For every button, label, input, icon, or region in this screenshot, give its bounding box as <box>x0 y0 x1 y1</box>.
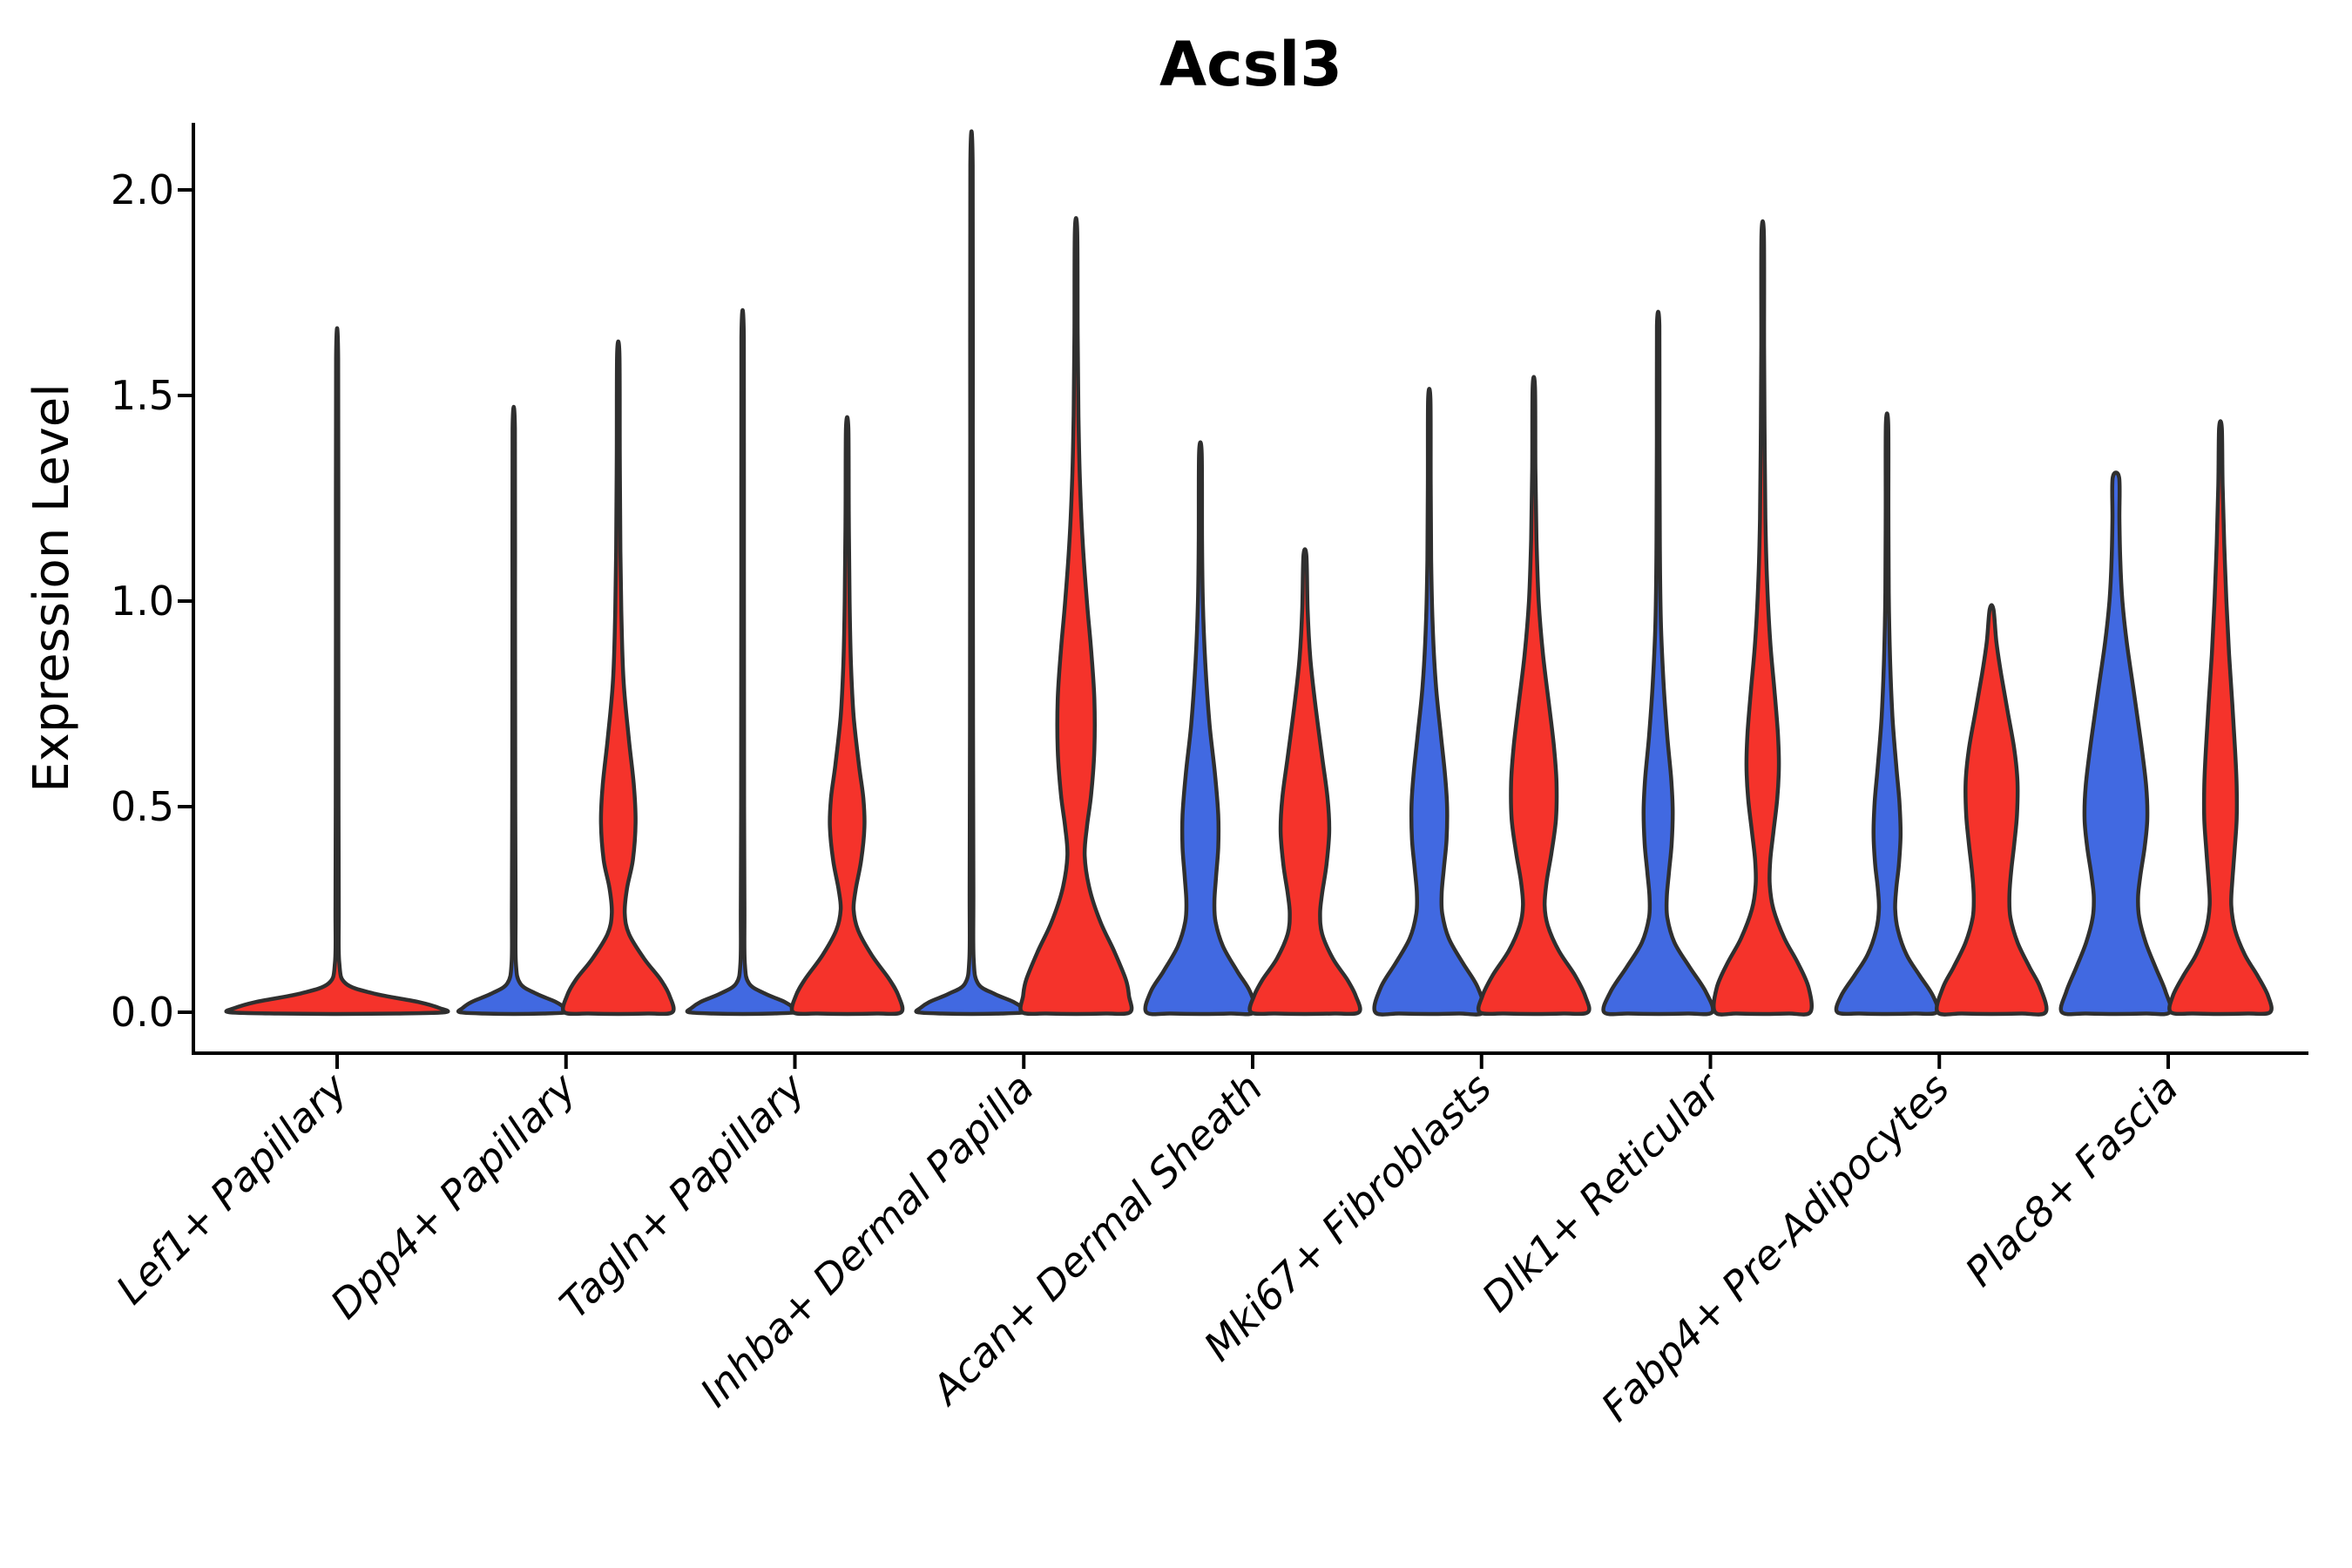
y-tick-label: 1.0 <box>111 578 174 625</box>
violin-6-left <box>1601 309 1715 1017</box>
violin-3-left <box>914 129 1030 1017</box>
x-tick-label-6: Dlk1+ Reticular <box>1473 1062 1732 1321</box>
y-tick-label: 1.5 <box>111 372 174 419</box>
x-tick-label-2: Tagln+ Papillary <box>551 1064 814 1328</box>
violin-8-right <box>2167 419 2274 1017</box>
violin-0-center <box>224 326 450 1017</box>
x-tick-label-8: Plac8+ Fascia <box>1956 1064 2186 1295</box>
x-tick-label-0: Lef1+ Papillary <box>107 1064 356 1313</box>
violin-7-left <box>1834 411 1940 1017</box>
violin-8-left <box>2058 470 2173 1017</box>
y-tick-labels: 0.0 0.5 1.0 1.5 2.0 <box>111 166 174 1036</box>
y-tick-label: 0.0 <box>111 989 174 1036</box>
violin-4-right <box>1247 547 1362 1017</box>
y-tick-label: 2.0 <box>111 166 174 213</box>
violin-2-right <box>789 415 905 1017</box>
violin-4-left <box>1143 440 1258 1017</box>
violin-2-left <box>685 308 801 1017</box>
violin-6-right <box>1711 219 1815 1017</box>
violin-7-right <box>1935 603 2049 1017</box>
x-tick-label-1: Dpp4+ Papillary <box>321 1064 585 1328</box>
y-tick-label: 0.5 <box>111 783 174 830</box>
axes-layer <box>178 123 2308 1069</box>
violins-layer <box>224 129 2274 1017</box>
violin-1-left <box>456 405 571 1017</box>
violin-1-right <box>560 339 676 1017</box>
violin-3-right <box>1018 216 1134 1017</box>
plot-title: Acsl3 <box>1159 29 1342 100</box>
violin-5-left <box>1372 387 1487 1017</box>
y-axis-label: Expression Level <box>24 383 80 793</box>
violin-5-right <box>1476 375 1592 1017</box>
